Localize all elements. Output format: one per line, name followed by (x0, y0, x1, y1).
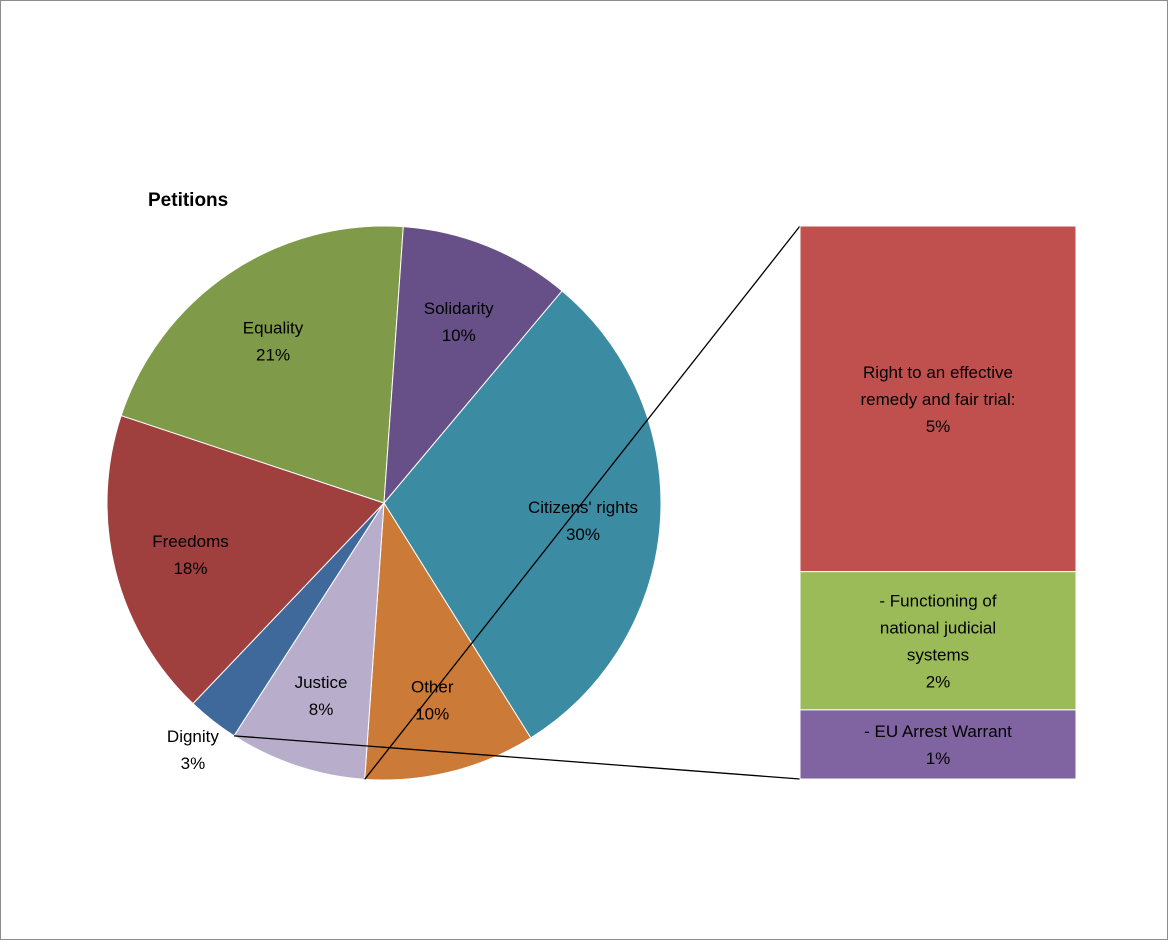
pie-slice-justice (233, 502, 385, 780)
pie-slice-solidarity (383, 226, 563, 505)
data-labels: Citizens' rights 30% Other 10% Justice 8% Dign… (152, 299, 1015, 773)
slice-label-dignity: Dignity 3% (167, 727, 219, 773)
slice-label-justice: Justice 8% (295, 673, 348, 719)
breakdown-segment-3 (799, 709, 1077, 780)
breakdown-label-1: Right to an effective remedy and fair tri… (861, 363, 1016, 436)
breakdown-label-3: - EU Arrest Warrant 1% (864, 722, 1012, 768)
breakdown-segment-1 (799, 225, 1077, 573)
pie-slice-freedoms (106, 414, 385, 705)
slice-label-solidarity: Solidarity 10% (424, 299, 494, 345)
pie-slices (106, 225, 662, 781)
slice-label-other: Other 10% (411, 678, 454, 724)
connector-lines (233, 225, 801, 780)
chart-title: Petitions (148, 190, 228, 211)
pie-slice-other (364, 501, 532, 781)
connector-line-top (364, 225, 801, 780)
slice-label-citizens-rights: Citizens' rights 30% (528, 498, 638, 544)
pie-slice-equality (120, 225, 404, 504)
slice-label-equality: Equality 21% (243, 318, 304, 364)
slice-label-freedoms: Freedoms 18% (152, 532, 229, 578)
connector-line-bottom (233, 735, 801, 780)
breakdown-label-2: - Functioning of national judicial systems… (879, 591, 996, 691)
justice-breakdown-bar (799, 225, 1077, 780)
pie-slice-citizens-rights (383, 290, 662, 739)
